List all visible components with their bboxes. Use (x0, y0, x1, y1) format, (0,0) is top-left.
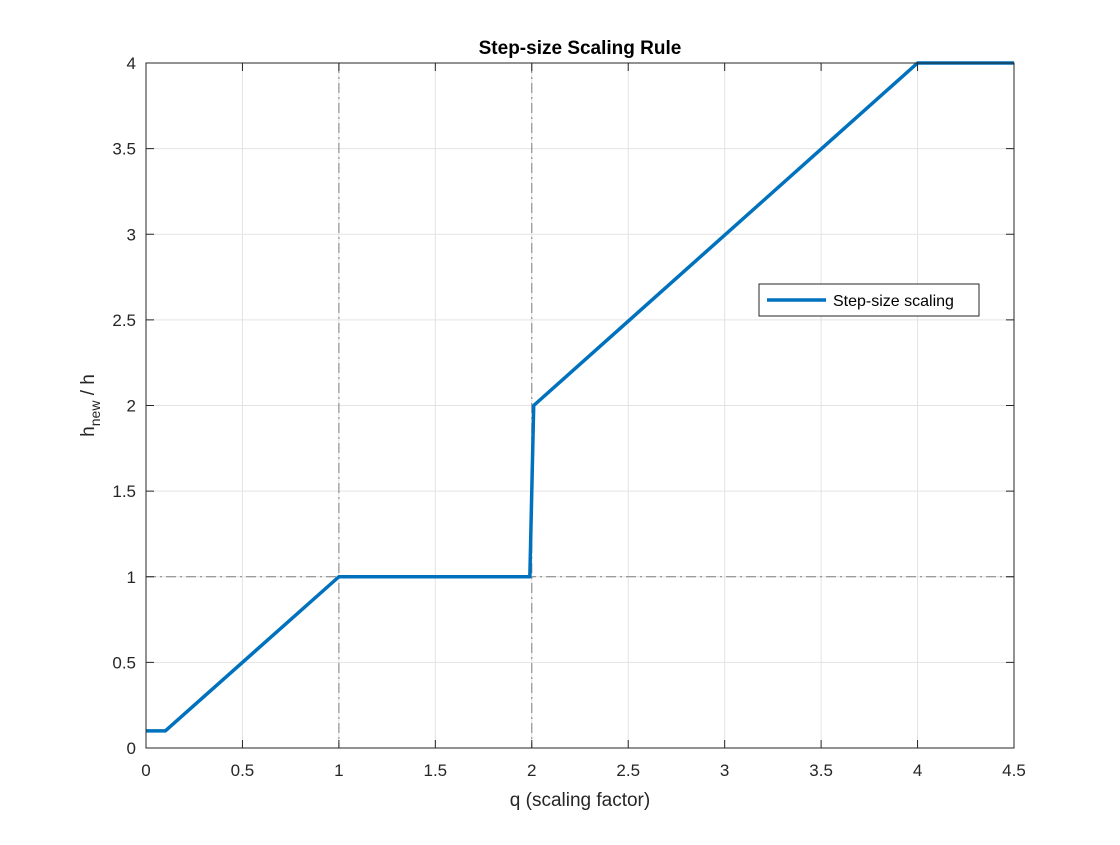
y-tick-label: 0.5 (112, 653, 136, 672)
x-tick-label: 3.5 (809, 761, 833, 780)
y-tick-label: 0 (127, 739, 136, 758)
legend: Step-size scaling (758, 283, 980, 317)
y-tick-label: 1.5 (112, 482, 136, 501)
y-tick-label: 3 (127, 225, 136, 244)
tick-marks (145, 62, 1015, 749)
y-tick-label: 1 (127, 568, 136, 587)
x-tick-label: 4.5 (1002, 761, 1026, 780)
x-tick-label: 3 (720, 761, 729, 780)
x-tick-label: 1 (334, 761, 343, 780)
y-axis-label-subscript: new (87, 400, 103, 427)
y-axis-label-suffix: / h (78, 374, 99, 400)
x-tick-label: 4 (913, 761, 922, 780)
y-tick-label: 2.5 (112, 311, 136, 330)
chart-title: Step-size Scaling Rule (479, 38, 682, 59)
x-axis-label: q (scaling factor) (510, 790, 650, 811)
legend-label: Step-size scaling (833, 293, 954, 310)
x-tick-label: 1.5 (424, 761, 448, 780)
reference-lines (146, 63, 1014, 748)
x-tick-label: 2 (527, 761, 536, 780)
y-axis-label-base: h (78, 426, 99, 437)
y-tick-label: 2 (127, 397, 136, 416)
x-tick-label: 0 (141, 761, 150, 780)
y-tick-labels: 0 0.5 1 1.5 2 2.5 3 3.5 4 (112, 54, 136, 758)
grid-lines (145, 62, 1015, 749)
y-axis-label: hnew / h (78, 374, 103, 437)
x-tick-labels: 0 0.5 1 1.5 2 2.5 3 3.5 4 4.5 (141, 761, 1026, 780)
y-tick-label: 4 (127, 54, 136, 73)
x-tick-label: 0.5 (231, 761, 255, 780)
y-tick-label: 3.5 (112, 140, 136, 159)
series-lines (146, 61, 1014, 733)
series-line-0 (146, 61, 1014, 733)
x-tick-label: 2.5 (616, 761, 640, 780)
